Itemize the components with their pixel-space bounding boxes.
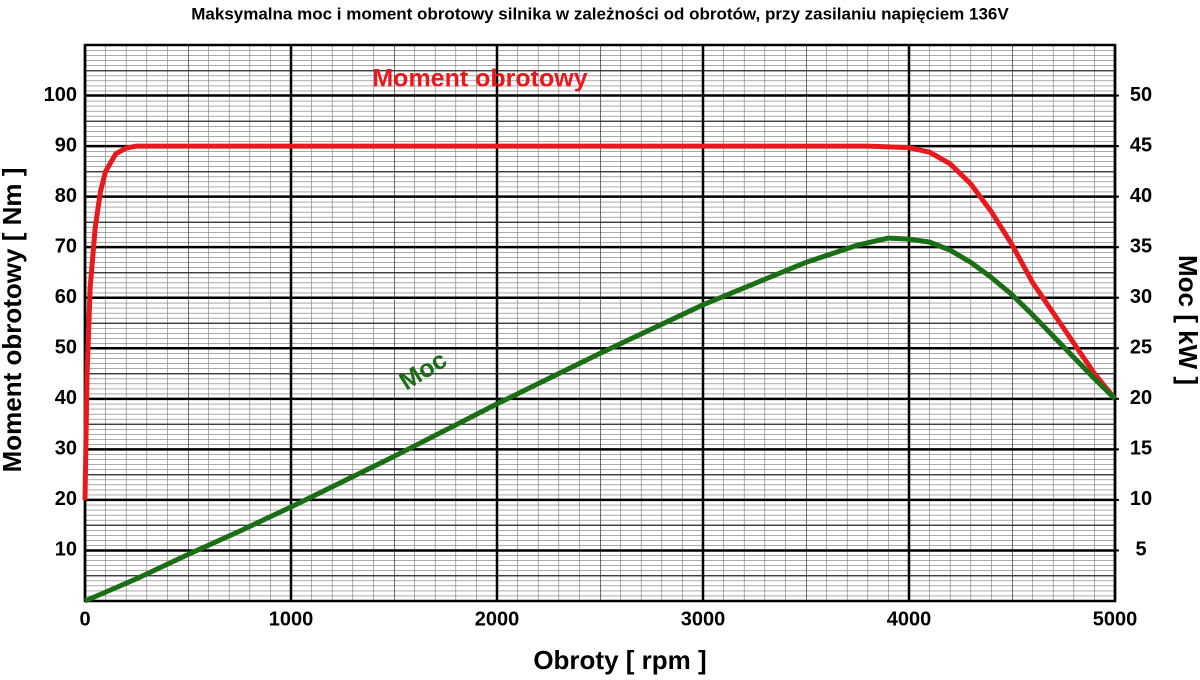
x-tick-label: 4000: [887, 608, 932, 630]
y2-tick-label: 50: [1130, 84, 1152, 106]
y2-tick-label: 40: [1130, 185, 1152, 207]
y-tick-label: 100: [44, 84, 77, 106]
y2-tick-label: 10: [1130, 488, 1152, 510]
y2-axis-label: Moc [ kW ]: [1173, 255, 1200, 385]
x-tick-label: 0: [79, 608, 90, 630]
line-series: [82, 143, 1117, 500]
y2-tick-label: 20: [1130, 387, 1152, 409]
y2-tick-label: 45: [1130, 134, 1152, 156]
y-tick-label: 60: [55, 286, 77, 308]
legend-entry: Moment obrotowy: [372, 65, 587, 93]
y2-tick-label: 5: [1135, 539, 1146, 561]
y2-tick-label: 25: [1130, 337, 1152, 359]
chart-title: Maksymalna moc i moment obrotowy silnika…: [191, 4, 1009, 23]
y2-tick-label: 15: [1130, 438, 1152, 460]
y2-tick-label: 35: [1130, 235, 1152, 257]
x-axis-label: Obroty [ rpm ]: [533, 645, 706, 675]
x-tick-label: 3000: [681, 608, 726, 630]
x-tick-label: 5000: [1093, 608, 1138, 630]
y-tick-label: 90: [55, 134, 77, 156]
y-tick-label: 10: [55, 539, 77, 561]
y-axis-label: Moment obrotowy [ Nm ]: [0, 168, 27, 473]
y-tick-label: 40: [55, 387, 77, 409]
y-tick-label: 50: [55, 337, 77, 359]
plot-frame: [83, 43, 1117, 603]
x-tick-label: 2000: [475, 608, 520, 630]
y-tick-label: 20: [55, 488, 77, 510]
line-series: [84, 235, 1117, 604]
y-tick-label: 80: [55, 185, 77, 207]
y2-tick-label: 30: [1130, 286, 1152, 308]
y-tick-label: 70: [55, 235, 77, 257]
x-tick-label: 1000: [269, 608, 314, 630]
y-tick-label: 30: [55, 438, 77, 460]
minor-grid: [85, 45, 1115, 601]
